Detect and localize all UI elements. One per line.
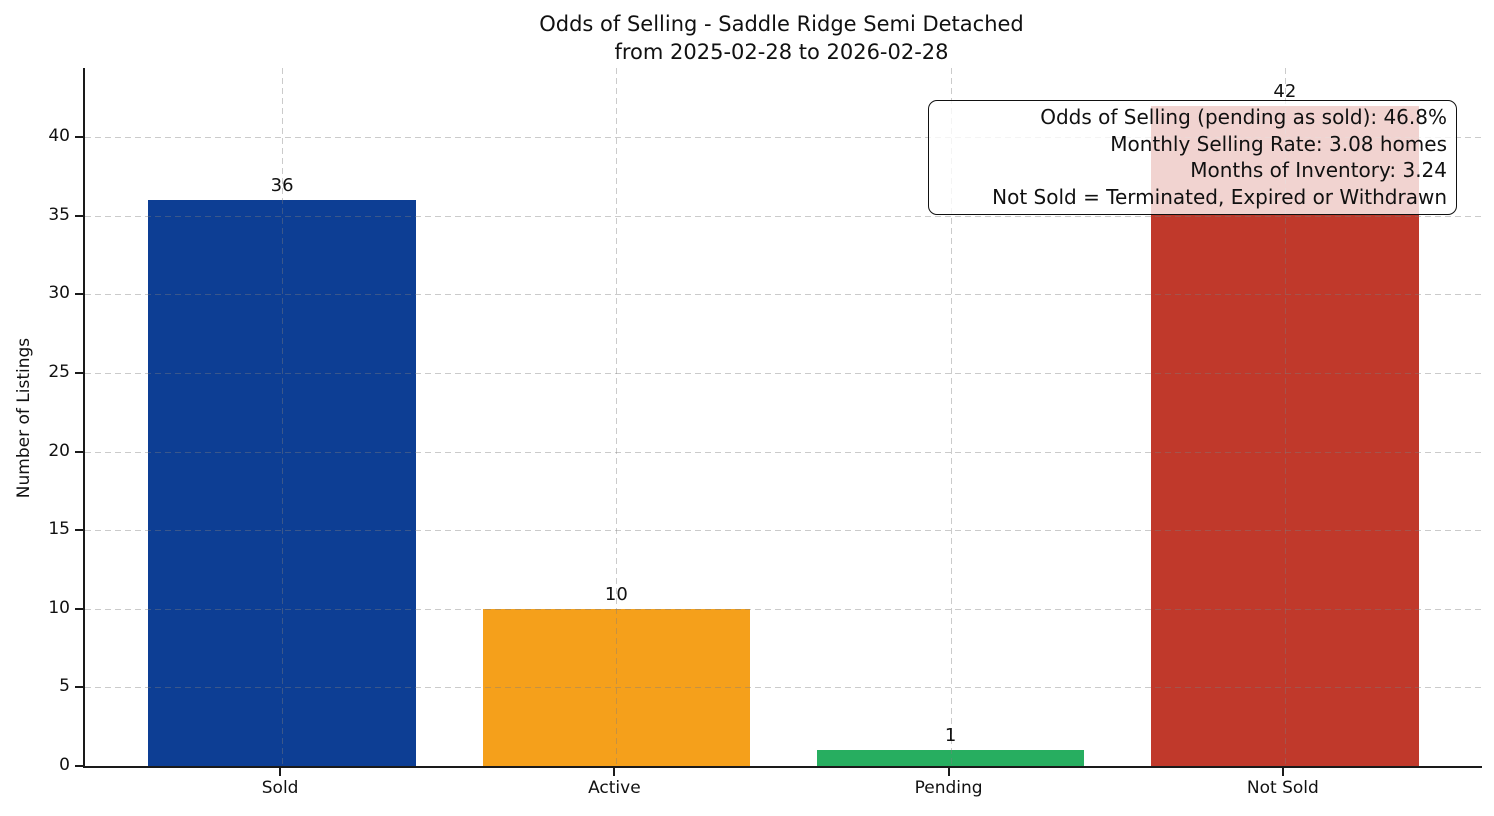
- y-tick-label: 5: [59, 676, 70, 697]
- chart-title-line-2: from 2025-02-28 to 2026-02-28: [614, 40, 949, 64]
- annotation-line-odds: Odds of Selling (pending as sold): 46.8%: [1040, 105, 1447, 129]
- y-tick-label: 35: [48, 204, 70, 225]
- y-tick-label: 30: [48, 283, 70, 304]
- y-tick-label: 25: [48, 361, 70, 382]
- x-tick-label-active: Active: [588, 778, 641, 798]
- y-tick-mark: [75, 293, 83, 296]
- bar-column-sold: 36: [115, 68, 449, 766]
- x-tick-mark: [613, 768, 616, 776]
- annotation-box: Odds of Selling (pending as sold): 46.8%…: [928, 100, 1457, 215]
- annotation-line-monthly-rate: Monthly Selling Rate: 3.08 homes: [1110, 131, 1447, 156]
- y-tick-mark: [75, 686, 83, 689]
- y-tick-label: 15: [48, 519, 70, 540]
- y-tick-mark: [75, 371, 83, 374]
- x-tick-label-pending: Pending: [914, 778, 983, 798]
- bars-container: 36 10 1 42: [85, 68, 1482, 766]
- bar-value-label-active: 10: [604, 584, 628, 605]
- y-tick-mark: [75, 450, 83, 453]
- bar-column-pending: 1: [784, 68, 1118, 766]
- bar-value-label-not-sold: 42: [1273, 81, 1297, 102]
- y-tick-mark: [75, 214, 83, 217]
- x-tick-mark: [279, 768, 282, 776]
- y-tick-mark: [75, 765, 83, 767]
- plot-area: 36 10 1 42: [83, 68, 1482, 768]
- bar-active: [482, 609, 751, 766]
- y-tick-mark: [75, 529, 83, 532]
- bar-value-label-pending: 1: [944, 725, 957, 746]
- y-tick-label: 10: [48, 597, 70, 618]
- bar-value-label-sold: 36: [270, 175, 294, 196]
- bar-not-sold: [1151, 106, 1419, 766]
- x-tick-mark: [1281, 768, 1284, 776]
- bar-column-active: 10: [449, 68, 783, 766]
- chart-title-line-1: Odds of Selling - Saddle Ridge Semi Deta…: [539, 12, 1024, 36]
- bar-pending: [816, 750, 1085, 766]
- y-axis-label: Number of Listings: [14, 337, 34, 499]
- x-tick-label-not-sold: Not Sold: [1246, 778, 1319, 798]
- y-tick-mark: [75, 607, 83, 610]
- y-tick-label: 20: [48, 440, 70, 461]
- annotation-line-months-inventory: Months of Inventory: 3.24: [1190, 158, 1447, 182]
- y-tick-mark: [75, 136, 83, 139]
- x-tick-mark: [947, 768, 950, 776]
- annotation-line-not-sold-note: Not Sold = Terminated, Expired or Withdr…: [992, 184, 1447, 209]
- chart-title: Odds of Selling - Saddle Ridge Semi Deta…: [83, 10, 1480, 66]
- bar-sold: [148, 200, 416, 766]
- y-tick-label: 40: [48, 126, 70, 147]
- x-tick-label-sold: Sold: [261, 778, 299, 798]
- y-tick-label: 0: [59, 755, 70, 775]
- bar-column-not-sold: 42: [1118, 68, 1452, 766]
